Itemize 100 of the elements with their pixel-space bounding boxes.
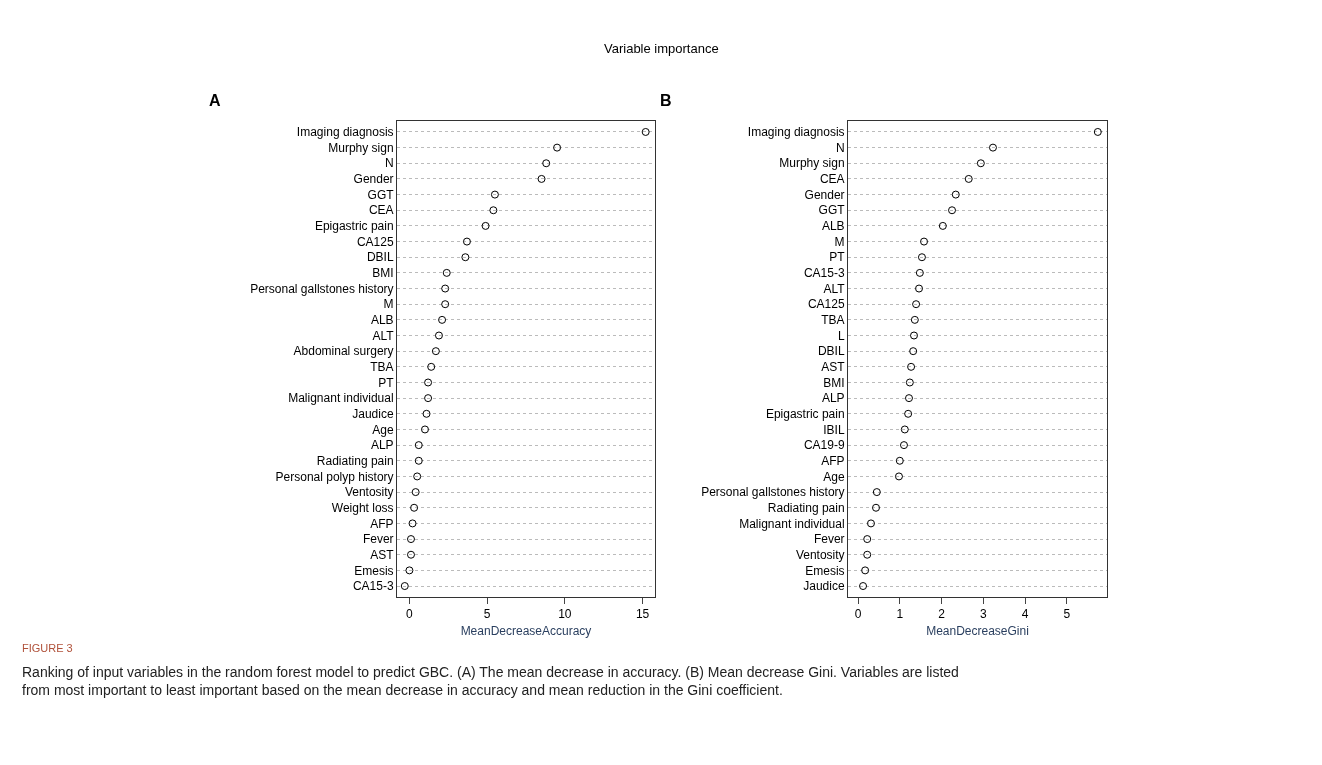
y-tick-label: CA15-3 (803, 266, 845, 281)
y-tick-label: ALB (821, 219, 845, 234)
y-tick-label: TBA (370, 360, 394, 375)
y-tick-label: Personal gallstones history (250, 281, 394, 296)
point (964, 174, 973, 183)
point (976, 159, 985, 168)
point (866, 519, 875, 528)
point (461, 253, 470, 262)
point (422, 409, 431, 418)
y-tick-label: Ventosity (344, 485, 394, 500)
x-tick-label: 1 (896, 607, 904, 622)
point (413, 472, 422, 481)
text: Ranking of input variables in the random forest model to predict GBC. (A) The mean decrease in accuracy. (B) Mean decrease Gini. Variables are listed from most important to least important based on the mean decrease in accuracy and mean reduction in the Gini coefficient. (22, 664, 959, 699)
y-tick-label: Gender (804, 187, 845, 202)
point (542, 159, 551, 168)
point (910, 331, 918, 340)
point (938, 221, 947, 230)
point (1093, 127, 1102, 136)
point (917, 253, 926, 262)
point (912, 300, 921, 309)
y-tick-label: Personal polyp history (275, 469, 394, 484)
point (909, 347, 918, 356)
y-tick-label: CEA (368, 203, 394, 218)
point (406, 535, 415, 544)
y-tick-label: Jaudice (803, 579, 845, 594)
y-tick-label: AST (821, 360, 846, 375)
x-tick-label: 0 (406, 607, 414, 622)
y-tick-label: Radiating pain (767, 500, 845, 515)
y-tick-label: Epigastric pain (765, 407, 845, 421)
point (895, 456, 904, 465)
y-tick-label: PT (829, 250, 846, 265)
point (537, 174, 546, 183)
y-tick-label: AFP (821, 453, 845, 468)
y-tick-label: M (834, 234, 845, 249)
y-tick-label: Imaging diagnosis (747, 125, 845, 140)
point (641, 127, 650, 136)
point (411, 488, 420, 497)
point (859, 582, 868, 591)
x-tick-label: 3 (980, 607, 988, 622)
point (915, 284, 924, 293)
point (905, 378, 914, 387)
point (410, 503, 419, 512)
x-tick-label: 15 (635, 607, 650, 622)
y-tick-label: Emesis (354, 563, 394, 578)
point (424, 378, 433, 387)
x-tick-label: 10 (558, 607, 572, 622)
y-tick-label: Malignant individual (739, 516, 845, 531)
x-tick-label: 5 (1063, 607, 1071, 622)
point (861, 566, 870, 575)
point (904, 409, 913, 418)
y-tick-label: BMI (372, 266, 394, 281)
y-tick-label: GGT (367, 187, 395, 202)
y-tick-label: TBA (821, 313, 845, 328)
text: B (660, 92, 672, 109)
point (894, 472, 903, 481)
y-tick-label: ALT (372, 328, 395, 343)
y-tick-label: ALT (823, 281, 846, 296)
y-tick-label: Murphy sign (328, 140, 394, 155)
x-tick-label: 5 (483, 607, 491, 622)
point (871, 503, 880, 512)
y-tick-label: AST (370, 547, 395, 562)
y-tick-label: Fever (813, 532, 845, 547)
point (907, 362, 916, 371)
point (406, 550, 415, 559)
point (420, 425, 429, 434)
y-tick-label: CA15-3 (352, 579, 394, 594)
x-axis-title: MeanDecreaseAccuracy (460, 624, 592, 639)
y-tick-label: GGT (818, 203, 846, 218)
point (405, 566, 414, 575)
y-tick-label: Radiating pain (316, 453, 394, 468)
point (988, 143, 997, 152)
y-tick-label: Imaging diagnosis (296, 125, 394, 140)
y-tick-label: Malignant individual (288, 391, 394, 406)
y-tick-label: Gender (353, 172, 394, 187)
text: A (209, 92, 221, 109)
point (948, 206, 957, 215)
y-tick-label: Personal gallstones history (701, 485, 845, 500)
x-tick-label: 0 (854, 607, 862, 622)
y-tick-label: Emesis (805, 563, 845, 578)
y-tick-label: Weight loss (331, 500, 394, 515)
y-tick-label: ALB (370, 313, 394, 328)
point (441, 300, 450, 309)
point (462, 237, 471, 246)
y-tick-label: N (384, 156, 394, 171)
y-tick-label: IBIL (823, 422, 845, 437)
y-tick-label: Jaudice (352, 407, 394, 421)
point (872, 488, 881, 497)
caption: FIGURE 3 (22, 642, 73, 654)
x-axis-title: MeanDecreaseGini (926, 624, 1029, 639)
text: Variable importance (604, 41, 719, 56)
y-tick-label: DBIL (366, 250, 394, 265)
y-tick-label: Epigastric pain (314, 219, 394, 234)
point (414, 456, 423, 465)
point (904, 394, 913, 403)
y-tick-label: Age (372, 422, 394, 437)
point (899, 441, 908, 450)
y-tick-label: L (837, 328, 845, 343)
y-tick-label: M (383, 297, 394, 312)
point (900, 425, 909, 434)
y-tick-label: Fever (362, 532, 394, 547)
